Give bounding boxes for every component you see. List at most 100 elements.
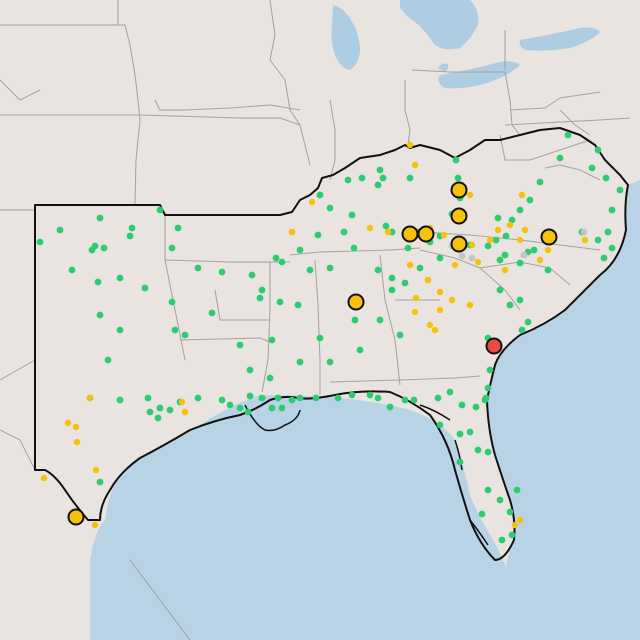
marker-green[interactable]: [294, 301, 302, 309]
marker-green[interactable]: [126, 232, 134, 240]
marker-green[interactable]: [416, 264, 424, 272]
marker-green[interactable]: [436, 254, 444, 262]
marker-large-yellow[interactable]: [347, 293, 365, 311]
marker-green[interactable]: [516, 296, 524, 304]
marker-yellow[interactable]: [544, 246, 552, 254]
marker-green[interactable]: [594, 146, 602, 154]
marker-yellow[interactable]: [411, 308, 419, 316]
marker-yellow[interactable]: [288, 228, 296, 236]
marker-green[interactable]: [492, 236, 500, 244]
marker-green[interactable]: [516, 259, 524, 267]
marker-green[interactable]: [128, 224, 136, 232]
marker-green[interactable]: [258, 286, 266, 294]
marker-yellow[interactable]: [366, 224, 374, 232]
marker-yellow[interactable]: [511, 521, 519, 529]
marker-green[interactable]: [334, 394, 342, 402]
marker-green[interactable]: [218, 268, 226, 276]
marker-gray[interactable]: [458, 252, 466, 260]
marker-green[interactable]: [478, 510, 486, 518]
marker-green[interactable]: [208, 309, 216, 317]
marker-green[interactable]: [218, 396, 226, 404]
marker-green[interactable]: [401, 279, 409, 287]
marker-green[interactable]: [406, 174, 414, 182]
marker-large-yellow[interactable]: [450, 235, 468, 253]
marker-green[interactable]: [141, 284, 149, 292]
marker-green[interactable]: [268, 404, 276, 412]
marker-green[interactable]: [174, 224, 182, 232]
marker-green[interactable]: [379, 174, 387, 182]
marker-yellow[interactable]: [494, 226, 502, 234]
marker-green[interactable]: [436, 421, 444, 429]
marker-green[interactable]: [274, 394, 282, 402]
marker-yellow[interactable]: [448, 296, 456, 304]
marker-green[interactable]: [472, 403, 480, 411]
marker-green[interactable]: [358, 174, 366, 182]
marker-green[interactable]: [474, 446, 482, 454]
marker-green[interactable]: [340, 228, 348, 236]
marker-yellow[interactable]: [64, 419, 72, 427]
marker-green[interactable]: [502, 232, 510, 240]
marker-yellow[interactable]: [73, 438, 81, 446]
marker-green[interactable]: [410, 396, 418, 404]
marker-green[interactable]: [154, 414, 162, 422]
marker-gray[interactable]: [468, 254, 476, 262]
marker-green[interactable]: [484, 242, 492, 250]
marker-green[interactable]: [350, 244, 358, 252]
marker-yellow[interactable]: [436, 288, 444, 296]
marker-green[interactable]: [496, 286, 504, 294]
marker-yellow[interactable]: [426, 321, 434, 329]
marker-yellow[interactable]: [440, 231, 448, 239]
marker-green[interactable]: [326, 204, 334, 212]
marker-green[interactable]: [396, 331, 404, 339]
marker-large-yellow[interactable]: [450, 181, 468, 199]
marker-green[interactable]: [374, 394, 382, 402]
marker-green[interactable]: [194, 264, 202, 272]
marker-green[interactable]: [608, 244, 616, 252]
marker-green[interactable]: [248, 271, 256, 279]
marker-green[interactable]: [494, 214, 502, 222]
marker-green[interactable]: [268, 336, 276, 344]
marker-green[interactable]: [508, 531, 516, 539]
marker-green[interactable]: [404, 244, 412, 252]
marker-green[interactable]: [501, 251, 509, 259]
marker-green[interactable]: [166, 406, 174, 414]
marker-yellow[interactable]: [424, 276, 432, 284]
marker-yellow[interactable]: [506, 221, 514, 229]
marker-green[interactable]: [348, 211, 356, 219]
marker-green[interactable]: [156, 404, 164, 412]
marker-green[interactable]: [156, 206, 164, 214]
marker-green[interactable]: [526, 196, 534, 204]
marker-yellow[interactable]: [466, 191, 474, 199]
marker-green[interactable]: [446, 388, 454, 396]
marker-green[interactable]: [374, 266, 382, 274]
marker-green[interactable]: [168, 298, 176, 306]
marker-yellow[interactable]: [181, 408, 189, 416]
marker-green[interactable]: [536, 178, 544, 186]
marker-green[interactable]: [246, 392, 254, 400]
marker-yellow[interactable]: [451, 261, 459, 269]
marker-green[interactable]: [146, 408, 154, 416]
marker-yellow[interactable]: [384, 228, 392, 236]
marker-green[interactable]: [314, 231, 322, 239]
marker-green[interactable]: [296, 394, 304, 402]
marker-green[interactable]: [374, 181, 382, 189]
marker-large-yellow[interactable]: [540, 228, 558, 246]
marker-green[interactable]: [600, 254, 608, 262]
marker-green[interactable]: [316, 334, 324, 342]
marker-green[interactable]: [168, 244, 176, 252]
marker-green[interactable]: [496, 496, 504, 504]
marker-green[interactable]: [266, 374, 274, 382]
marker-yellow[interactable]: [411, 161, 419, 169]
marker-green[interactable]: [486, 366, 494, 374]
marker-green[interactable]: [496, 256, 504, 264]
marker-green[interactable]: [434, 394, 442, 402]
marker-green[interactable]: [348, 391, 356, 399]
marker-green[interactable]: [296, 246, 304, 254]
marker-green[interactable]: [556, 154, 564, 162]
marker-yellow[interactable]: [406, 261, 414, 269]
marker-green[interactable]: [616, 186, 624, 194]
marker-green[interactable]: [456, 458, 464, 466]
marker-green[interactable]: [278, 404, 286, 412]
